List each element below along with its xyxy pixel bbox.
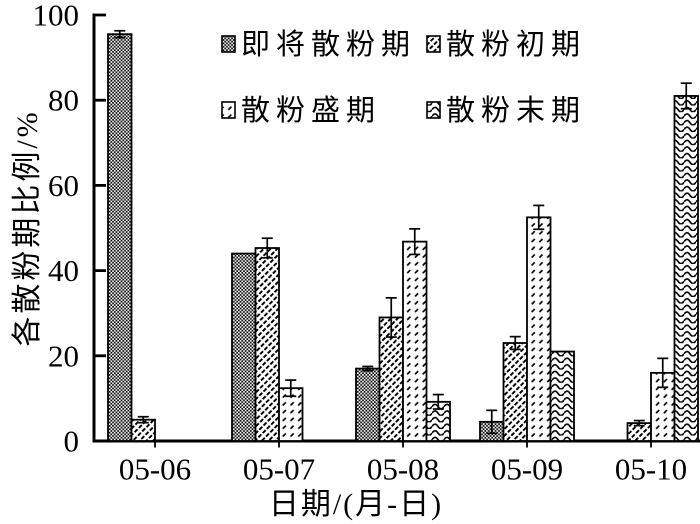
legend-swatch-dense-diagonal [426, 35, 441, 53]
legend-label: 散粉末期 [446, 94, 586, 127]
y-tick-label: 100 [33, 0, 80, 33]
legend-label: 散粉盛期 [241, 94, 381, 127]
y-tick-label: 80 [48, 83, 79, 118]
legend-label: 即将散粉期 [241, 28, 416, 61]
x-axis-title: 日期/(月-日) [268, 488, 444, 521]
x-tick-label: 05-06 [119, 452, 191, 487]
x-tick-label: 05-10 [615, 452, 687, 487]
legend-swatch-sparse-diagonal [221, 101, 236, 119]
bar-05-08-series2 [402, 240, 428, 442]
bar-05-10-series3 [673, 95, 699, 442]
y-tick-label: 40 [48, 253, 79, 288]
x-tick-label: 05-09 [491, 452, 563, 487]
y-tick-label: 20 [48, 338, 79, 373]
legend-swatch-wave [426, 101, 441, 119]
bar-05-07-series1 [254, 247, 280, 442]
y-tick-label: 60 [48, 168, 79, 203]
x-tick-label: 05-08 [367, 452, 439, 487]
legend-swatch-checker [221, 35, 236, 53]
bar-05-08-series0 [355, 367, 381, 442]
bar-05-09-series2 [526, 216, 552, 442]
y-axis-title: 各散粉期比例/% [11, 109, 44, 347]
bar-05-09-series1 [502, 342, 528, 442]
error-bars-group [114, 29, 692, 435]
bars-group [107, 33, 699, 442]
bar-05-07-series0 [231, 252, 257, 442]
axes: 0 20 40 60 80 100 05-06 05-07 05-08 05-09 05-10 [33, 0, 700, 487]
bar-05-09-series3 [549, 350, 575, 442]
legend-label: 散粉初期 [446, 28, 586, 61]
y-tick-label: 0 [64, 424, 80, 459]
bar-05-06-series0 [107, 33, 133, 442]
x-tick-label: 05-07 [243, 452, 315, 487]
